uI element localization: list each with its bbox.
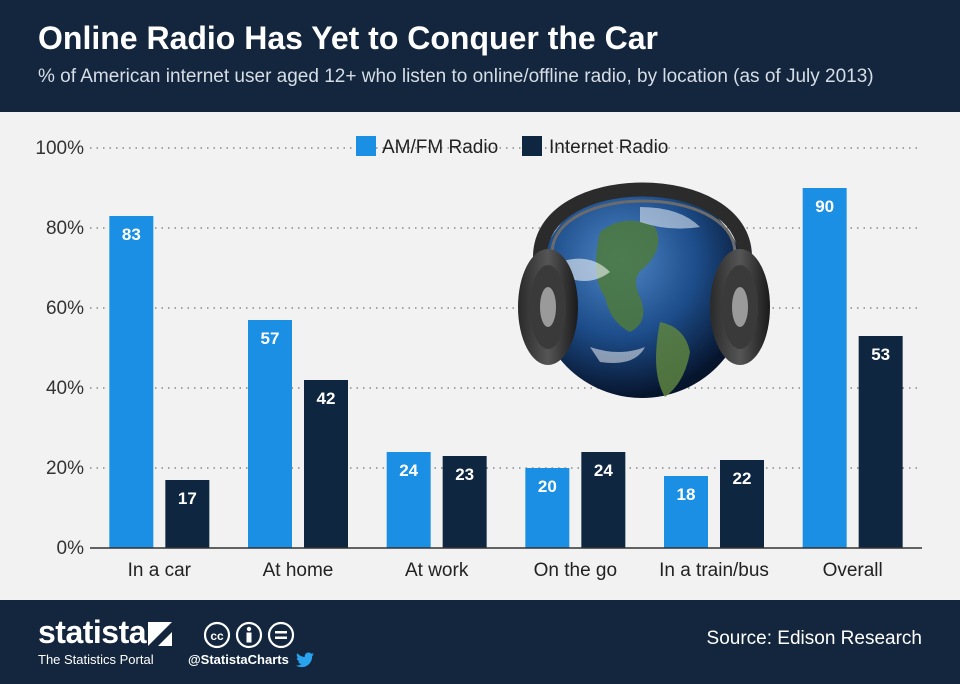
y-tick-label: 20% (46, 458, 84, 479)
bar (165, 480, 210, 548)
bar-chart: 0% 20% 40% 60% 80% 100% (35, 136, 922, 581)
attribution-icon (235, 621, 263, 649)
data-label: 90 (815, 197, 834, 216)
data-label: 17 (178, 489, 197, 508)
legend-label-internet: Internet Radio (549, 137, 668, 158)
twitter-handle[interactable]: @StatistaCharts (188, 652, 289, 667)
legend: AM/FM Radio Internet Radio (356, 136, 668, 158)
license-icons: cc (204, 621, 295, 649)
statista-logo-mark-icon (148, 622, 172, 646)
bar (720, 460, 764, 548)
data-label: 57 (261, 329, 280, 348)
y-tick-label: 80% (46, 218, 84, 239)
x-tick-label: At home (263, 560, 334, 581)
x-tick-label: In a car (128, 560, 192, 581)
data-label: 53 (871, 345, 890, 364)
data-label: 24 (399, 461, 418, 480)
chart-area: 0% 20% 40% 60% 80% 100% (0, 112, 960, 600)
bar (525, 468, 570, 548)
bar (386, 452, 431, 548)
gridlines (90, 147, 922, 469)
no-derivatives-icon (267, 621, 295, 649)
legend-label-am-fm: AM/FM Radio (382, 137, 498, 158)
bar (802, 188, 847, 548)
bar (442, 456, 487, 548)
y-tick-label: 60% (46, 298, 84, 319)
y-tick-label: 100% (35, 138, 84, 159)
svg-text:cc: cc (210, 629, 224, 643)
creative-commons-icon: cc (204, 621, 231, 649)
bar (581, 452, 626, 548)
y-tick-label: 0% (57, 538, 85, 559)
data-label: 42 (317, 389, 336, 408)
data-label: 22 (733, 469, 752, 488)
header: Online Radio Has Yet to Conquer the Car … (0, 0, 960, 112)
data-label: 20 (538, 477, 557, 496)
page-subtitle: % of American internet user aged 12+ who… (38, 66, 874, 87)
twitter-icon[interactable] (296, 652, 314, 668)
x-axis-labels: In a car At home At work On the go In a trai… (128, 560, 883, 581)
statista-logo: statista (38, 614, 147, 650)
data-label: 83 (122, 225, 141, 244)
y-tick-label: 40% (46, 378, 84, 399)
x-tick-label: In a train/bus (659, 560, 769, 581)
bar (304, 380, 348, 548)
bar (664, 476, 708, 548)
globe-with-headphones-icon (518, 182, 770, 398)
footer: statista The Statistics Portal cc @Stati… (0, 600, 960, 684)
statista-tagline: The Statistics Portal (38, 652, 154, 667)
x-tick-label: At work (405, 560, 469, 581)
data-label: 18 (677, 485, 696, 504)
data-label: 24 (594, 461, 613, 480)
bar (858, 336, 903, 548)
x-tick-label: On the go (534, 560, 617, 581)
bar (109, 216, 154, 548)
bars: 83 17 57 42 24 23 20 24 18 22 90 53 (109, 188, 903, 548)
y-axis-ticks: 0% 20% 40% 60% 80% 100% (35, 138, 84, 559)
source-note: Source: Edison Research (706, 628, 922, 649)
legend-swatch-am-fm (356, 136, 376, 156)
legend-swatch-internet (522, 136, 542, 156)
page-title: Online Radio Has Yet to Conquer the Car (38, 20, 658, 56)
x-tick-label: Overall (823, 560, 883, 581)
data-label: 23 (455, 465, 474, 484)
bar (248, 320, 292, 548)
